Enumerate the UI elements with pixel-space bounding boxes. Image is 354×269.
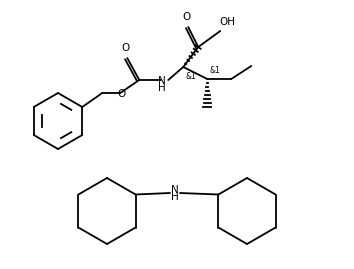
Text: O: O [182,12,190,22]
Text: H: H [158,83,166,93]
Text: N: N [158,76,166,86]
Text: O: O [117,89,125,99]
Text: N: N [171,185,179,195]
Text: OH: OH [219,17,235,27]
Text: O: O [121,43,129,53]
Text: &1: &1 [185,72,196,81]
Text: &1: &1 [209,66,220,75]
Text: H: H [171,192,179,202]
